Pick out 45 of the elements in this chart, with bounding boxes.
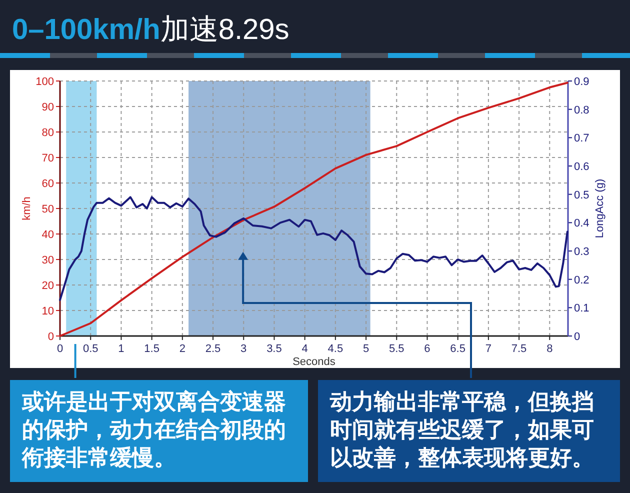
x-tick-label: 6	[424, 343, 430, 355]
x-tick-label: 3	[240, 343, 247, 355]
y2-tick-label: 0.9	[574, 76, 590, 88]
line-series	[59, 196, 568, 302]
y-tick-label: 30	[42, 254, 54, 266]
y2-axis-title: LongAcc (g)	[594, 178, 606, 238]
y-tick-label: 50	[42, 204, 54, 216]
x-tick-label: 7	[485, 343, 492, 355]
x-axis-title: Seconds	[292, 356, 336, 368]
x-tick-label: 1	[118, 343, 124, 355]
y-tick-label: 10	[42, 306, 54, 318]
y-tick-label: 100	[36, 76, 54, 88]
y2-tick-label: 0	[574, 331, 580, 343]
x-tick-label: 4	[302, 343, 308, 355]
x-tick-label: 7.5	[511, 343, 527, 355]
y2-tick-label: 0.5	[574, 189, 590, 202]
y-tick-label: 0	[48, 331, 54, 343]
y-tick-label: 90	[42, 102, 54, 114]
y2-tick-label: 0.7	[574, 132, 590, 145]
y2-tick-label: 0.3	[574, 246, 590, 258]
y-tick-label: 20	[42, 280, 54, 292]
y2-tick-label: 0.2	[574, 274, 590, 286]
y-axis-title: km/h	[21, 196, 33, 220]
y2-tick-label: 0.6	[574, 161, 590, 173]
x-tick-label: 6.5	[450, 343, 466, 355]
x-tick-label: 2	[179, 343, 186, 355]
x-tick-label: 5.5	[388, 343, 404, 355]
chart-title: 0–100km/h加速8.29s	[12, 14, 290, 46]
x-tick-label: 0	[56, 343, 64, 355]
y-tick-label: 60	[42, 178, 54, 190]
y-tick-label: 40	[42, 229, 54, 241]
x-tick-label: 2.5	[205, 343, 221, 355]
y-tick-label: 70	[42, 152, 54, 164]
x-tick-label: 8	[546, 343, 553, 355]
y-tick-label: 80	[42, 127, 54, 139]
y2-tick-label: 0.4	[574, 218, 590, 230]
text: 动力输出非常平稳，但换挡时间就有些迟缓了，如果可以改善，整体表现将更好。	[318, 380, 620, 482]
x-tick-label: 1.5	[144, 343, 160, 355]
y2-tick-label: 0.1	[574, 302, 590, 315]
x-tick-label: 5	[362, 343, 370, 355]
x-tick-label: 0.5	[82, 343, 98, 355]
y2-tick-label: 0.8	[574, 104, 590, 116]
x-tick-label: 4.5	[328, 343, 344, 355]
x-tick-label: 3.5	[266, 343, 282, 355]
text: 或许是出于对双离合变速器的保护，动力在结合初段的衔接非常缓慢。	[10, 380, 308, 482]
